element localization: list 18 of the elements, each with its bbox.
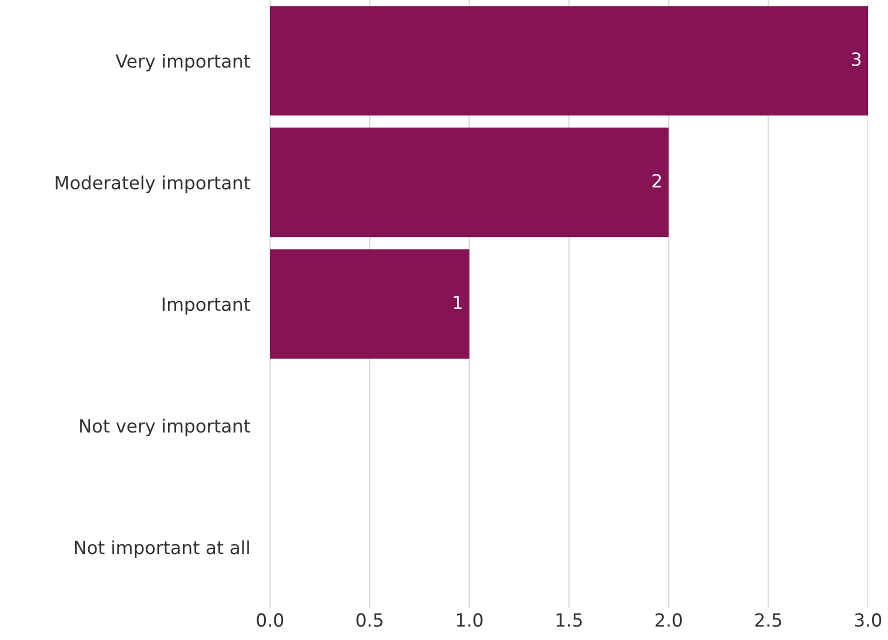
data-label: 3 bbox=[852, 52, 861, 66]
x-tick-label: 0.5 bbox=[356, 613, 382, 627]
y-tick-label: Moderately important bbox=[56, 176, 250, 194]
x-tick-label: 1.0 bbox=[456, 613, 482, 627]
data-label: 2 bbox=[652, 174, 661, 188]
y-tick-label: Not very important bbox=[80, 418, 250, 436]
x-tick-label: 2.0 bbox=[656, 613, 682, 627]
x-tick-label: 2.5 bbox=[755, 613, 782, 627]
x-tick-label: 3.0 bbox=[855, 613, 882, 627]
y-tick-label: Not important at all bbox=[75, 540, 249, 558]
y-tick-label: Important bbox=[162, 298, 250, 315]
x-tick-label: 0.0 bbox=[256, 613, 284, 627]
bar bbox=[270, 128, 669, 238]
y-tick-label: Very important bbox=[116, 54, 250, 72]
x-tick-label: 1.5 bbox=[556, 613, 582, 627]
bar bbox=[270, 6, 868, 116]
bar bbox=[270, 249, 470, 359]
data-label: 1 bbox=[454, 296, 462, 309]
